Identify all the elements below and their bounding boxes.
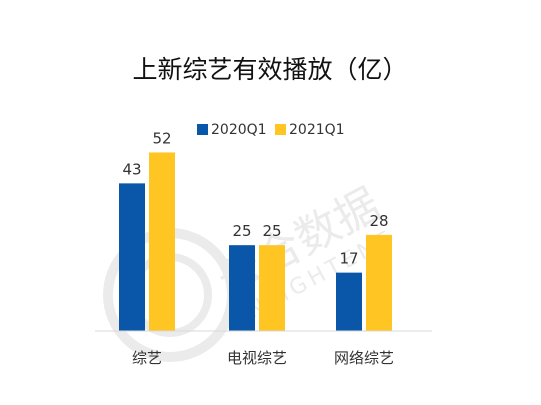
legend-label-2020q1: 2020Q1 xyxy=(211,122,267,138)
category-labels: 综艺 电视综艺 网络综艺 xyxy=(132,349,394,367)
bar-2021q1-0 xyxy=(149,152,175,331)
legend-label-2021q1: 2021Q1 xyxy=(289,122,345,138)
data-labels-layer: 43 52 25 25 17 28 xyxy=(122,129,388,267)
legend-swatch-2020q1 xyxy=(197,124,208,135)
data-label-2021q1-0: 52 xyxy=(152,129,171,147)
category-label-1: 电视综艺 xyxy=(227,349,287,367)
data-label-2020q1-1: 25 xyxy=(232,222,251,240)
data-label-2021q1-2: 28 xyxy=(369,212,388,230)
category-label-2: 网络综艺 xyxy=(334,349,394,367)
data-label-2021q1-1: 25 xyxy=(262,222,281,240)
bar-2020q1-2 xyxy=(336,272,362,331)
bar-2021q1-2 xyxy=(366,234,392,331)
data-label-2020q1-0: 43 xyxy=(122,160,141,178)
chart-title: 上新综艺有效播放（亿） xyxy=(132,55,407,84)
bars-layer xyxy=(119,152,392,331)
bar-2021q1-1 xyxy=(259,245,285,331)
bar-2020q1-0 xyxy=(119,183,145,331)
bar-2020q1-1 xyxy=(229,245,255,331)
data-label-2020q1-2: 17 xyxy=(339,250,358,268)
category-label-0: 综艺 xyxy=(132,349,162,367)
legend: 2020Q1 2021Q1 xyxy=(197,122,345,138)
legend-swatch-2021q1 xyxy=(275,124,286,135)
